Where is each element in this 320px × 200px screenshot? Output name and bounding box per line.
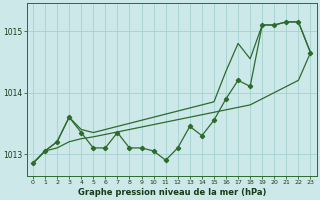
X-axis label: Graphe pression niveau de la mer (hPa): Graphe pression niveau de la mer (hPa) — [77, 188, 266, 197]
